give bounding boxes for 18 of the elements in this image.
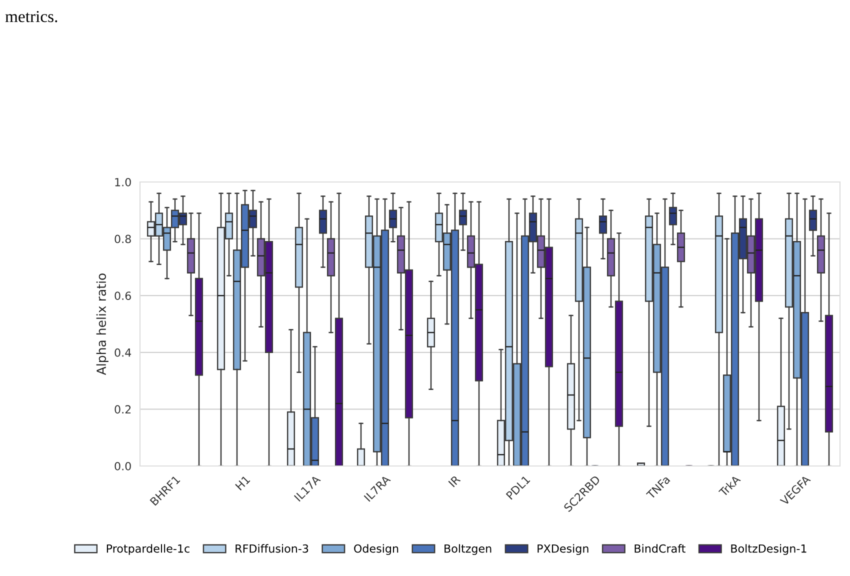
y-tick-label: 0.6 xyxy=(114,292,131,300)
x-tick-label: TrkA xyxy=(718,474,741,498)
x-tick-label: H1 xyxy=(235,475,250,490)
text: metrics. xyxy=(5,10,58,22)
legend-label: Odesign xyxy=(354,544,398,555)
legend-label: BoltzDesign-1 xyxy=(731,544,806,555)
legend-label: Protpardelle-1c xyxy=(106,544,190,555)
y-tick-label: 0.0 xyxy=(114,462,131,470)
x-tick-label: IR xyxy=(448,474,461,488)
legend-label: BindCraft xyxy=(634,544,686,553)
y-tick-label: 1.0 xyxy=(115,178,131,186)
y-axis-title: Alpha helix ratio xyxy=(96,274,108,376)
legend-label: Boltzgen xyxy=(444,544,492,555)
y-tick-label: 0.2 xyxy=(114,405,131,414)
y-tick-label: 0.4 xyxy=(114,348,132,357)
legend-label: RFDiffusion-3 xyxy=(236,544,308,553)
legend-label: PXDesign xyxy=(538,544,588,555)
y-tick-label: 0.8 xyxy=(114,234,131,244)
